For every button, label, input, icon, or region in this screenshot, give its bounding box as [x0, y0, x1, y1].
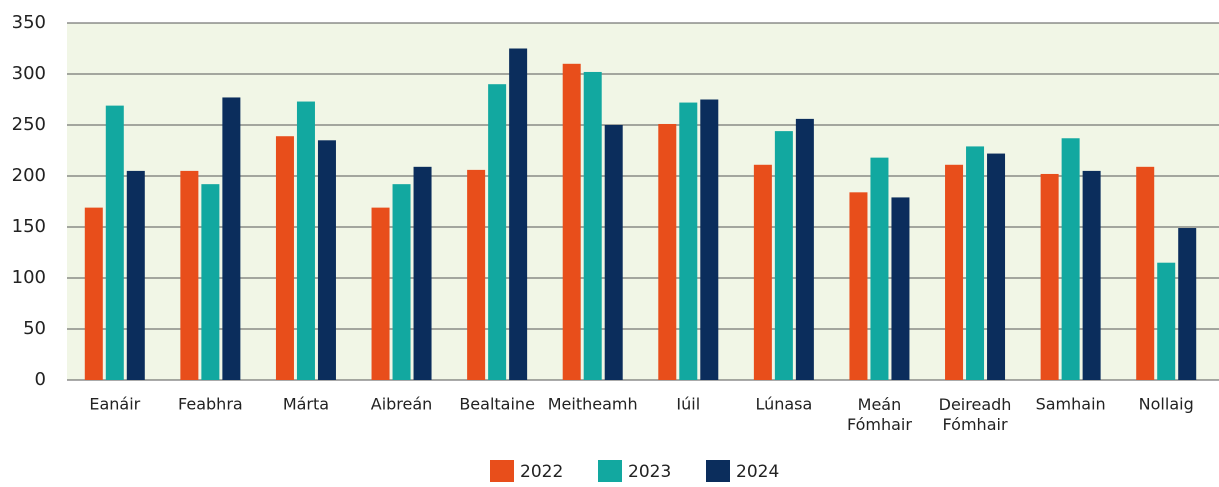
bar	[604, 125, 623, 380]
legend-swatch	[706, 460, 730, 482]
y-tick-label: 100	[12, 267, 46, 288]
bar	[1157, 262, 1176, 380]
bar	[795, 118, 814, 380]
bar	[296, 101, 315, 380]
x-tick-label: Meán Fómhair	[847, 395, 912, 434]
bar	[1136, 166, 1155, 380]
y-tick-label: 200	[12, 165, 46, 186]
x-tick-label: Feabhra	[178, 395, 243, 414]
y-tick-label: 250	[12, 114, 46, 135]
bar	[1178, 228, 1197, 380]
x-tick-label: Eanáir	[89, 395, 140, 414]
bar	[222, 97, 241, 381]
y-tick-label: 300	[12, 63, 46, 84]
bar	[753, 164, 772, 380]
x-tick-label: Meitheamh	[548, 395, 638, 414]
bar	[275, 136, 294, 380]
y-tick-label: 150	[12, 216, 46, 237]
x-tick-label: Aibreán	[371, 395, 433, 414]
x-tick-label: Bealtaine	[459, 395, 535, 414]
bar	[488, 84, 507, 380]
x-tick-label: Márta	[283, 395, 329, 414]
x-tick-label: Lúnasa	[755, 395, 812, 414]
bar	[1061, 138, 1080, 380]
bar	[774, 131, 793, 380]
bar	[201, 184, 220, 380]
bar	[467, 169, 486, 380]
bar	[1082, 170, 1101, 380]
bar	[870, 157, 889, 380]
bar	[700, 99, 719, 380]
x-tick-label: Iúil	[676, 395, 700, 414]
bar	[84, 207, 103, 380]
bar	[891, 197, 910, 380]
bar	[105, 105, 124, 381]
bar	[849, 192, 868, 380]
bar	[658, 123, 677, 380]
legend-label: 2024	[736, 462, 779, 482]
bar	[1040, 173, 1059, 380]
plot-background	[67, 23, 1219, 380]
bar	[679, 102, 698, 380]
x-tick-label: Nollaig	[1139, 395, 1194, 414]
bar	[583, 71, 602, 381]
bar	[509, 48, 528, 380]
bar	[371, 207, 390, 380]
legend-swatch	[598, 460, 622, 482]
y-tick-label: 0	[35, 369, 46, 390]
y-tick-label: 50	[23, 318, 46, 339]
bar	[392, 184, 411, 380]
legend-label: 2022	[520, 462, 563, 482]
legend-label: 2023	[628, 462, 671, 482]
bar	[966, 146, 985, 380]
bar	[987, 153, 1006, 380]
bar	[413, 166, 432, 380]
x-tick-label: Samhain	[1036, 395, 1106, 414]
bar	[126, 170, 145, 380]
legend-swatch	[490, 460, 514, 482]
y-tick-label: 350	[12, 12, 46, 33]
bar	[945, 164, 964, 380]
bar	[562, 63, 581, 381]
bar	[317, 140, 336, 380]
x-tick-label: Deireadh Fómhair	[939, 395, 1012, 434]
bar	[180, 170, 199, 380]
